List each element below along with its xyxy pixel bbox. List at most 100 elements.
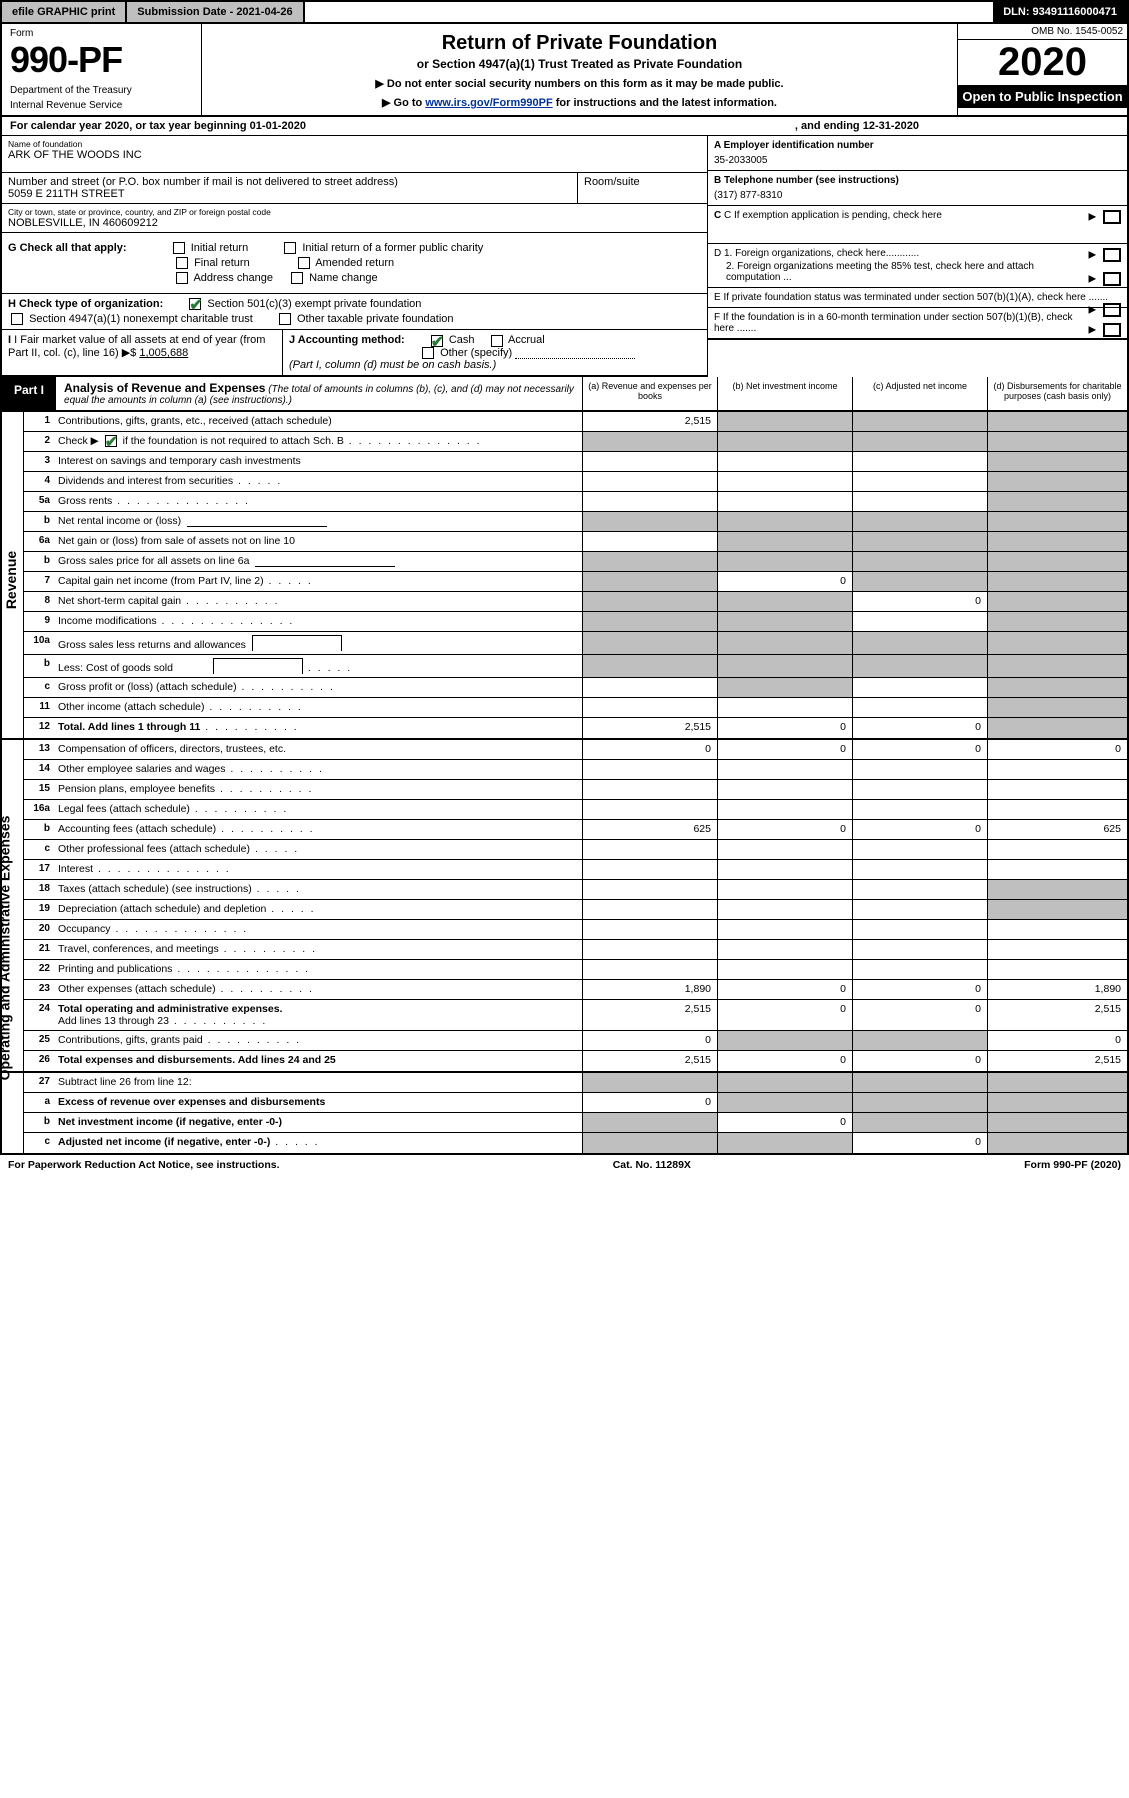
- line-16a: Legal fees (attach schedule): [54, 800, 582, 819]
- section-i-j: I I Fair market value of all assets at e…: [2, 330, 707, 376]
- line-12: Total. Add lines 1 through 11: [54, 718, 582, 738]
- col-c-header: (c) Adjusted net income: [852, 377, 987, 410]
- checkbox-c[interactable]: [1103, 210, 1121, 224]
- line-2: Check ▶ if the foundation is not require…: [54, 432, 582, 451]
- line-27a: Excess of revenue over expenses and disb…: [54, 1093, 582, 1112]
- line27-table: 27Subtract line 26 from line 12: aExcess…: [0, 1073, 1129, 1155]
- checkbox-other-method[interactable]: [422, 347, 434, 359]
- form-number: 990-PF: [10, 39, 193, 81]
- footer-left: For Paperwork Reduction Act Notice, see …: [8, 1159, 280, 1171]
- section-e: E If private foundation status was termi…: [714, 292, 1108, 303]
- line-10b: Less: Cost of goods sold: [54, 655, 582, 677]
- line-7: Capital gain net income (from Part IV, l…: [54, 572, 582, 591]
- line-16c: Other professional fees (attach schedule…: [54, 840, 582, 859]
- line-22: Printing and publications: [54, 960, 582, 979]
- expenses-table: Operating and Administrative Expenses 13…: [0, 740, 1129, 1073]
- address-value: 5059 E 211TH STREET: [8, 188, 571, 200]
- line-5a: Gross rents: [54, 492, 582, 511]
- footer-right: Form 990-PF (2020): [1024, 1159, 1121, 1171]
- line-15: Pension plans, employee benefits: [54, 780, 582, 799]
- checkbox-initial[interactable]: [173, 242, 185, 254]
- open-public: Open to Public Inspection: [958, 85, 1127, 108]
- instr-1: ▶ Do not enter social security numbers o…: [210, 77, 949, 90]
- submission-date: Submission Date - 2021-04-26: [127, 2, 304, 22]
- checkbox-name[interactable]: [291, 272, 303, 284]
- line-25: Contributions, gifts, grants paid: [54, 1031, 582, 1050]
- section-d2: 2. Foreign organizations meeting the 85%…: [726, 261, 1034, 283]
- section-c-text: C C If exemption application is pending,…: [714, 210, 942, 221]
- dln: DLN: 93491116000471: [993, 2, 1127, 22]
- line-20: Occupancy: [54, 920, 582, 939]
- form-label: Form: [10, 28, 193, 39]
- line-24: Total operating and administrative expen…: [54, 1000, 582, 1030]
- form-header: Form 990-PF Department of the Treasury I…: [0, 24, 1129, 117]
- checkbox-501c3[interactable]: [189, 298, 201, 310]
- topbar: efile GRAPHIC print Submission Date - 20…: [0, 0, 1129, 24]
- room-label: Room/suite: [584, 176, 701, 188]
- page-footer: For Paperwork Reduction Act Notice, see …: [0, 1155, 1129, 1175]
- line-19: Depreciation (attach schedule) and deple…: [54, 900, 582, 919]
- col-a-header: (a) Revenue and expenses per books: [582, 377, 717, 410]
- checkbox-initial-former[interactable]: [284, 242, 296, 254]
- omb-number: OMB No. 1545-0052: [958, 24, 1127, 40]
- section-g: G Check all that apply: Initial return I…: [2, 233, 707, 294]
- line-27c: Adjusted net income (if negative, enter …: [54, 1133, 582, 1153]
- line-26: Total expenses and disbursements. Add li…: [54, 1051, 582, 1071]
- line-23: Other expenses (attach schedule): [54, 980, 582, 999]
- city-value: NOBLESVILLE, IN 460609212: [8, 217, 701, 229]
- form-link[interactable]: www.irs.gov/Form990PF: [425, 97, 552, 109]
- line-8: Net short-term capital gain: [54, 592, 582, 611]
- info-section: Name of foundation ARK OF THE WOODS INC …: [0, 136, 1129, 377]
- checkbox-accrual[interactable]: [491, 335, 503, 347]
- line-4: Dividends and interest from securities: [54, 472, 582, 491]
- col-d-header: (d) Disbursements for charitable purpose…: [987, 377, 1127, 410]
- line-9: Income modifications: [54, 612, 582, 631]
- efile-print-button[interactable]: efile GRAPHIC print: [2, 2, 127, 22]
- instr-2: ▶ Go to www.irs.gov/Form990PF for instru…: [210, 96, 949, 109]
- line-14: Other employee salaries and wages: [54, 760, 582, 779]
- dept-irs: Internal Revenue Service: [10, 100, 193, 111]
- checkbox-4947[interactable]: [11, 313, 23, 325]
- tax-year: 2020: [958, 40, 1127, 85]
- fmv-value: 1,005,688: [139, 347, 188, 359]
- checkbox-amended[interactable]: [298, 257, 310, 269]
- footer-mid: Cat. No. 11289X: [613, 1159, 691, 1171]
- revenue-table: Revenue 1Contributions, gifts, grants, e…: [0, 412, 1129, 740]
- line-27: Subtract line 26 from line 12:: [54, 1073, 582, 1092]
- checkbox-final[interactable]: [176, 257, 188, 269]
- cash-basis-note: (Part I, column (d) must be on cash basi…: [289, 359, 701, 371]
- line-6a: Net gain or (loss) from sale of assets n…: [54, 532, 582, 551]
- line-1: Contributions, gifts, grants, etc., rece…: [54, 412, 582, 431]
- line-27b: Net investment income (if negative, ente…: [54, 1113, 582, 1132]
- part1-tab: Part I: [2, 377, 56, 410]
- line-10c: Gross profit or (loss) (attach schedule): [54, 678, 582, 697]
- calendar-year-row: For calendar year 2020, or tax year begi…: [0, 117, 1129, 136]
- city-label: City or town, state or province, country…: [8, 207, 701, 217]
- col-b-header: (b) Net investment income: [717, 377, 852, 410]
- address-label: Number and street (or P.O. box number if…: [8, 176, 571, 188]
- foundation-name: ARK OF THE WOODS INC: [8, 149, 701, 161]
- checkbox-sch-b[interactable]: [105, 435, 117, 447]
- checkbox-d1[interactable]: [1103, 248, 1121, 262]
- line-10a: Gross sales less returns and allowances: [54, 632, 582, 654]
- checkbox-f[interactable]: [1103, 323, 1121, 337]
- line-11: Other income (attach schedule): [54, 698, 582, 717]
- tel-value: (317) 877-8310: [714, 190, 1121, 201]
- line-17: Interest: [54, 860, 582, 879]
- ein-value: 35-2033005: [714, 155, 1121, 166]
- line-18: Taxes (attach schedule) (see instruction…: [54, 880, 582, 899]
- checkbox-address[interactable]: [176, 272, 188, 284]
- tel-label: B Telephone number (see instructions): [714, 175, 1121, 186]
- line-16b: Accounting fees (attach schedule): [54, 820, 582, 839]
- line-21: Travel, conferences, and meetings: [54, 940, 582, 959]
- line-6b: Gross sales price for all assets on line…: [54, 552, 582, 571]
- section-f: F If the foundation is in a 60-month ter…: [714, 312, 1073, 334]
- revenue-vlabel: Revenue: [3, 550, 19, 608]
- name-label: Name of foundation: [8, 139, 701, 149]
- checkbox-other-taxable[interactable]: [279, 313, 291, 325]
- form-title: Return of Private Foundation: [210, 32, 949, 55]
- part1-header: Part I Analysis of Revenue and Expenses …: [0, 377, 1129, 412]
- checkbox-cash[interactable]: [431, 335, 443, 347]
- form-subtitle: or Section 4947(a)(1) Trust Treated as P…: [210, 57, 949, 71]
- checkbox-d2[interactable]: [1103, 272, 1121, 286]
